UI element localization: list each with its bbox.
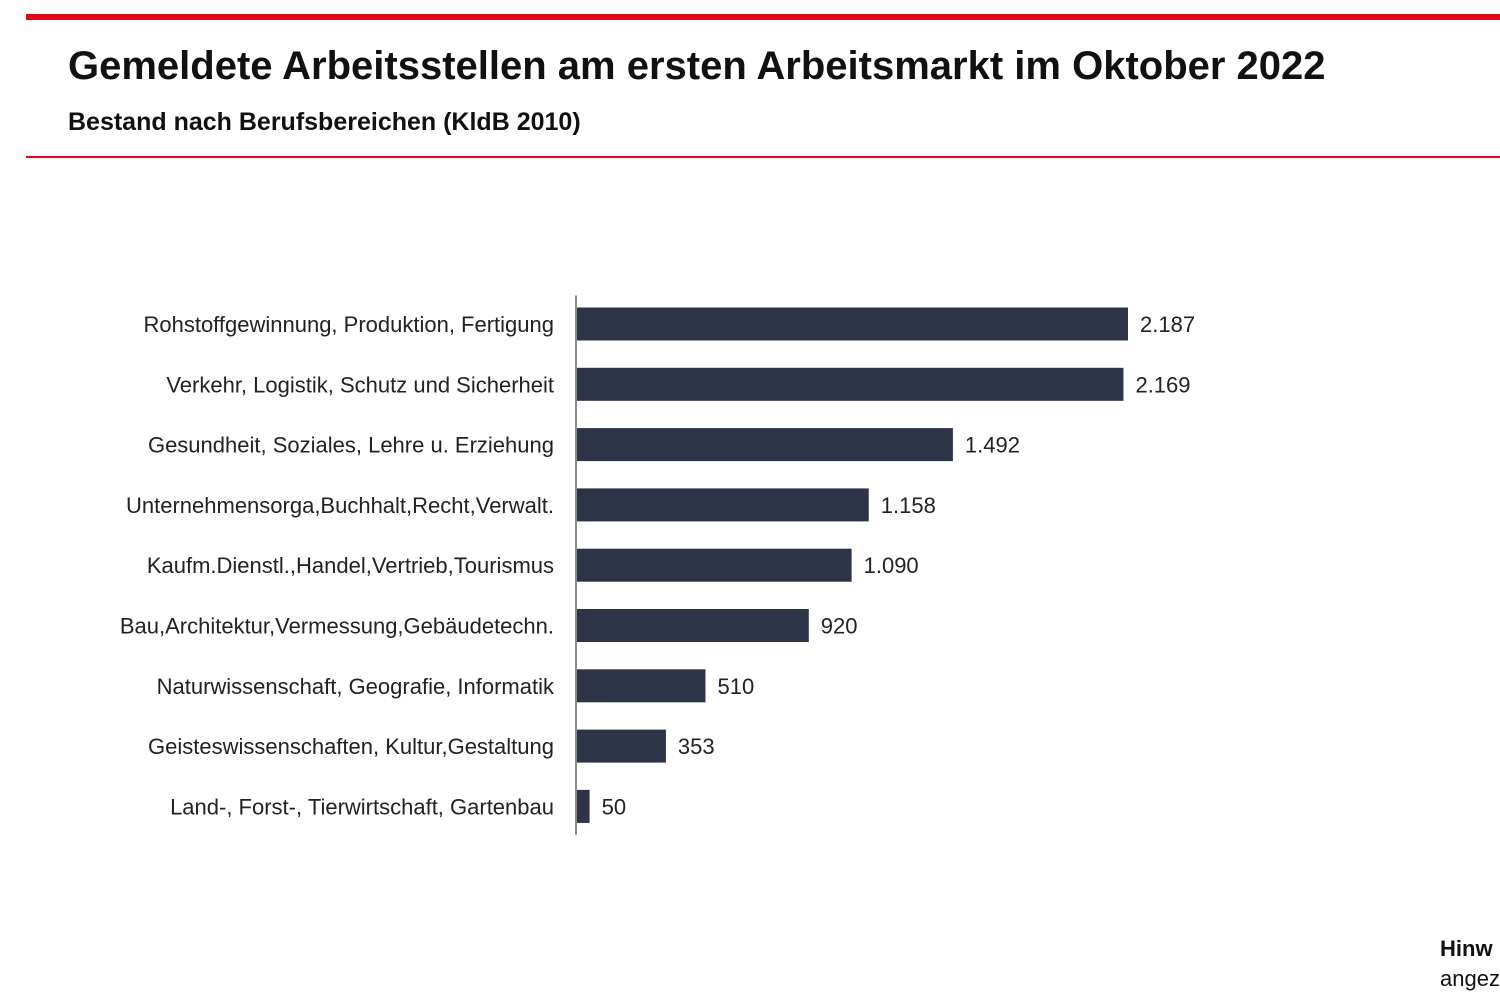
bar — [577, 729, 666, 763]
chart-title: Gemeldete Arbeitsstellen am ersten Arbei… — [68, 44, 1326, 88]
data-label: 1.492 — [965, 433, 1020, 458]
category-label: Rohstoffgewinnung, Produktion, Fertigung — [143, 312, 554, 337]
data-label: 353 — [678, 734, 715, 759]
chart-subtitle: Bestand nach Berufsbereichen (KldB 2010) — [68, 108, 581, 136]
bar — [577, 789, 590, 823]
top-accent-rule — [26, 14, 1500, 20]
header-divider — [26, 156, 1500, 158]
data-label: 1.090 — [864, 553, 919, 578]
data-label: 510 — [717, 674, 754, 699]
footnote-heading: Hinw — [1440, 936, 1493, 961]
footnote: Hinw angez — [1440, 934, 1500, 997]
bar — [577, 367, 1124, 401]
bar — [577, 428, 953, 462]
bar — [577, 488, 869, 522]
bar — [577, 548, 852, 582]
bar — [577, 609, 809, 642]
category-label: Verkehr, Logistik, Schutz und Sicherheit — [166, 372, 554, 397]
category-label: Unternehmensorga,Buchhalt,Recht,Verwalt. — [126, 493, 554, 518]
bar — [577, 307, 1128, 341]
category-label: Gesundheit, Soziales, Lehre u. Erziehung — [148, 433, 554, 458]
data-label: 1.158 — [881, 493, 936, 518]
category-label: Bau,Architektur,Vermessung,Gebäudetechn. — [120, 614, 554, 639]
footnote-text: angez — [1440, 966, 1500, 991]
data-label: 2.187 — [1140, 312, 1195, 337]
category-label: Land-, Forst-, Tierwirtschaft, Gartenbau — [170, 794, 554, 819]
data-label: 50 — [602, 794, 626, 819]
bar — [577, 669, 706, 703]
category-label: Kaufm.Dienstl.,Handel,Vertrieb,Tourismus — [147, 553, 554, 578]
data-label: 920 — [821, 614, 858, 639]
category-label: Geisteswissenschaften, Kultur,Gestaltung — [148, 734, 554, 759]
data-label: 2.169 — [1135, 372, 1190, 397]
category-label: Naturwissenschaft, Geografie, Informatik — [157, 674, 555, 699]
